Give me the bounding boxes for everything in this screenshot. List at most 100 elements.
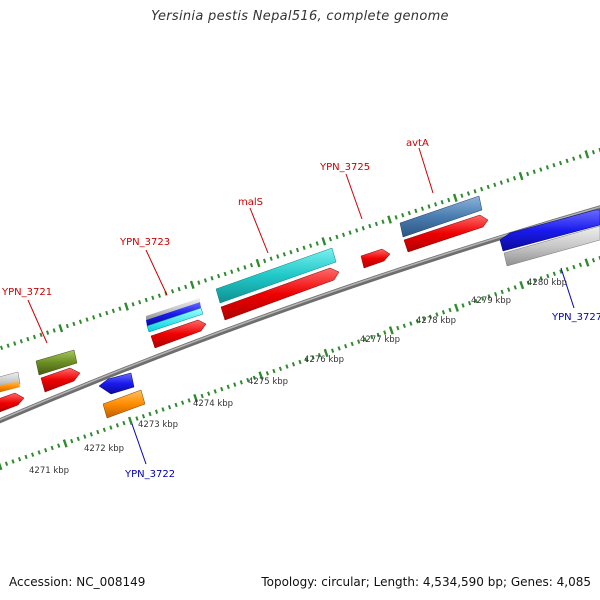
cds-blue-3727[interactable]	[499, 209, 600, 252]
cds-steelblue-avta[interactable]	[399, 195, 483, 238]
cds-red-3723[interactable]	[150, 319, 207, 349]
feature-track-inner	[98, 209, 600, 419]
gene-label[interactable]: avtA	[406, 138, 429, 149]
inner-tick	[135, 416, 139, 421]
outer-tick	[565, 158, 569, 164]
cds-blue-3723[interactable]	[146, 302, 201, 326]
outer-tick	[493, 182, 497, 187]
leader-mals	[249, 207, 269, 254]
outer-tick	[13, 341, 17, 346]
outer-tick	[72, 321, 76, 327]
inner-tick	[187, 398, 191, 403]
outer-tick	[263, 258, 267, 264]
outer-tick	[407, 210, 411, 216]
inner-tick	[481, 296, 485, 301]
inner-tick	[526, 280, 530, 286]
outer-tick	[184, 284, 188, 290]
outer-tick	[189, 280, 195, 289]
inner-tick	[174, 402, 178, 408]
outer-tick	[518, 171, 524, 181]
outer-tick	[217, 273, 221, 279]
outer-tick	[466, 191, 471, 196]
outer-tick	[32, 334, 37, 340]
inner-tick	[291, 362, 296, 367]
cds-orange-left-edge[interactable]	[0, 381, 20, 393]
inner-tick	[467, 301, 472, 306]
outer-tick	[532, 169, 536, 174]
inner-tick	[323, 348, 329, 358]
outer-tick	[394, 215, 398, 220]
outer-tick	[236, 267, 240, 272]
feature-track-outer	[0, 195, 483, 393]
outer-tick	[558, 160, 563, 166]
outer-tick	[434, 202, 438, 207]
gene-label[interactable]: YPN_3721	[1, 287, 52, 298]
accession-label: Accession:	[9, 575, 73, 589]
inner-tick	[161, 407, 165, 412]
genes-value: 4,085	[556, 575, 591, 589]
cds-olive[interactable]	[35, 349, 78, 376]
outer-tick	[578, 154, 582, 159]
inner-tick	[233, 382, 237, 387]
scale-label: 4272 kbp	[84, 444, 124, 454]
outer-tick	[473, 189, 477, 194]
inner-tick	[181, 400, 185, 405]
label-leaders	[27, 147, 575, 465]
outer-tick	[177, 286, 181, 292]
inner-tick	[220, 386, 224, 392]
inner-tick	[298, 359, 302, 365]
inner-tick	[200, 393, 204, 399]
outer-tick	[361, 226, 365, 231]
outer-tick	[170, 289, 175, 294]
cds-grey-3723[interactable]	[146, 298, 200, 320]
gene-label[interactable]: malS	[238, 197, 263, 208]
inner-tick	[109, 425, 113, 430]
inner-tick	[50, 445, 54, 451]
outer-tick	[512, 176, 517, 181]
cds-orange-3722[interactable]	[102, 389, 146, 419]
gene-label[interactable]: YPN_3727	[551, 312, 600, 323]
outer-tick	[420, 206, 425, 211]
inner-tick	[96, 429, 100, 435]
cds-red-avta[interactable]	[403, 214, 489, 253]
inner-tick	[76, 436, 80, 442]
leader-avta	[418, 147, 434, 194]
leader-ypn3722	[131, 423, 147, 465]
scale-label: 4273 kbp	[138, 420, 178, 430]
inner-tick	[265, 371, 269, 376]
outer-tick	[255, 258, 261, 268]
outer-tick	[230, 269, 234, 274]
cds-red-mals[interactable]	[220, 267, 340, 321]
topology-label: Topology:	[261, 575, 318, 589]
outer-tick	[131, 302, 135, 307]
outer-tick	[368, 223, 372, 229]
gene-label[interactable]: YPN_3723	[119, 237, 170, 248]
feature-track-red	[0, 214, 489, 413]
genome-summary: Topology: circular; Length: 4,534,590 bp…	[261, 575, 591, 589]
cds-blue-3722[interactable]	[98, 372, 135, 395]
inner-tick	[402, 323, 406, 329]
outer-tick	[243, 265, 247, 270]
inner-tick	[435, 312, 439, 317]
inner-tick	[572, 264, 576, 270]
cds-red-3721[interactable]	[40, 367, 81, 393]
cds-grey-3727[interactable]	[503, 225, 600, 267]
inner-tick	[213, 389, 217, 394]
inner-tick	[167, 405, 172, 410]
inner-tick	[519, 280, 525, 290]
outer-tick	[203, 278, 208, 283]
cds-cyan-3723[interactable]	[146, 307, 204, 333]
inner-tick	[376, 332, 380, 338]
cds-teal-mals[interactable]	[215, 247, 337, 304]
inner-tick	[370, 334, 374, 340]
inner-tick	[193, 394, 199, 403]
inner-tick	[11, 459, 15, 464]
length-value: 4,534,590 bp	[422, 575, 503, 589]
cds-red-left[interactable]	[0, 392, 25, 413]
gene-label[interactable]: YPN_3725	[319, 162, 370, 173]
cds-red-3725[interactable]	[360, 248, 391, 269]
outer-tick	[295, 247, 300, 253]
outer-tick	[105, 310, 109, 316]
gene-label[interactable]: YPN_3722	[124, 469, 175, 480]
